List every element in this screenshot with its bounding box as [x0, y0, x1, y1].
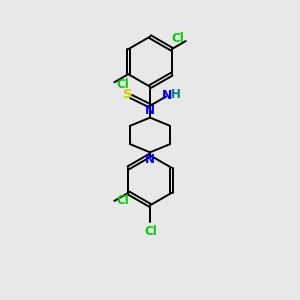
Text: Cl: Cl	[117, 194, 129, 207]
Text: Cl: Cl	[171, 32, 184, 45]
Text: N: N	[145, 104, 155, 117]
Text: N: N	[145, 153, 155, 166]
Text: Cl: Cl	[144, 225, 157, 238]
Text: N: N	[162, 89, 172, 102]
Text: H: H	[171, 88, 181, 101]
Text: S: S	[122, 88, 132, 101]
Text: Cl: Cl	[116, 78, 129, 91]
